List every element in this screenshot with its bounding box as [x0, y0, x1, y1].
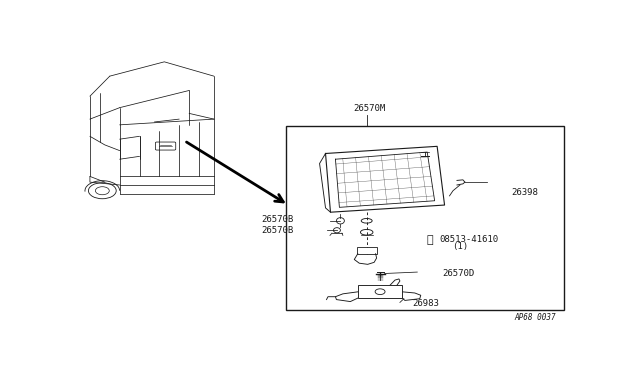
Text: (1): (1)	[452, 242, 468, 251]
Text: 26983: 26983	[412, 299, 439, 308]
Text: 26398: 26398	[511, 187, 538, 197]
Text: AP68 0037: AP68 0037	[515, 314, 556, 323]
Bar	[286, 126, 564, 310]
Text: 26570D: 26570D	[442, 269, 474, 278]
FancyBboxPatch shape	[156, 142, 176, 150]
Bar	[356, 247, 376, 254]
Text: 26570M: 26570M	[353, 104, 385, 113]
Text: 26570B: 26570B	[261, 215, 293, 224]
Text: 08513-41610: 08513-41610	[440, 235, 499, 244]
Text: Ⓢ: Ⓢ	[426, 235, 433, 245]
Text: 26570B: 26570B	[261, 226, 293, 235]
Bar	[358, 285, 403, 298]
